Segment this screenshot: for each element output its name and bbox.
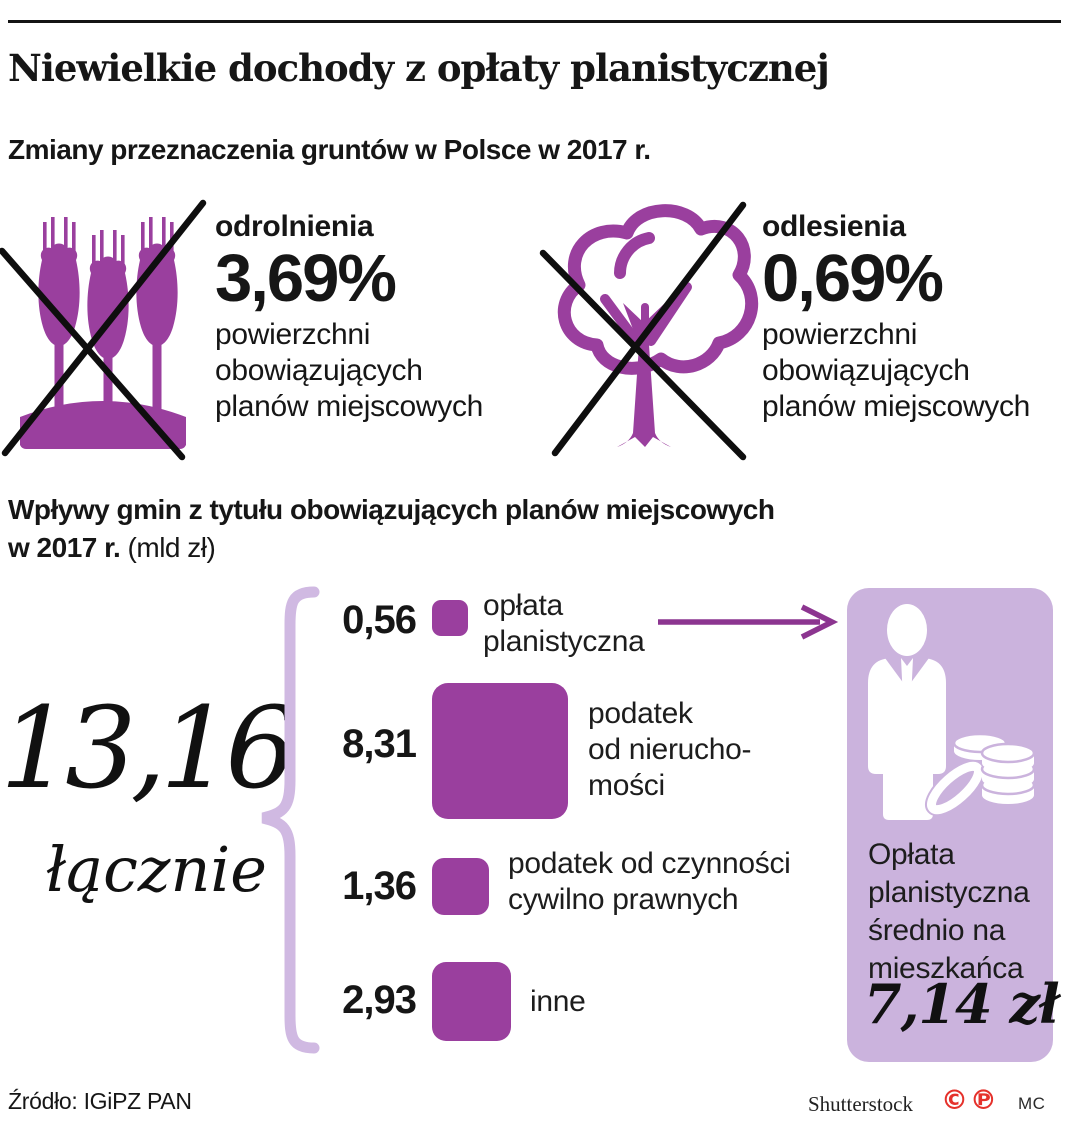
row-value: 1,36 <box>342 864 417 908</box>
credit-shutterstock: Shutterstock <box>808 1092 913 1116</box>
stat-odlesienia: odlesienia 0,69% powierzchni obowiązując… <box>762 210 1069 425</box>
top-rule <box>8 20 1061 23</box>
page-title: Niewielkie dochody z opłaty planistyczne… <box>8 46 830 90</box>
stat-description: powierzchni obowiązujących planów miejsc… <box>215 318 484 423</box>
phonogram-icon: ℗ <box>970 1085 997 1116</box>
cross-icon <box>539 201 747 461</box>
author-initials: MC <box>1018 1094 1046 1113</box>
brace-icon <box>261 586 320 1054</box>
row-label: opłata planistyczna <box>483 589 645 658</box>
person-icon <box>868 604 946 820</box>
person-coins-icon <box>868 604 1036 820</box>
stat-label: odlesienia <box>762 210 906 243</box>
section-revenue-heading: Wpływy gmin z tytułu obowiązujących plan… <box>8 494 775 525</box>
row-value: 8,31 <box>342 722 417 766</box>
row-label: inne <box>530 985 586 1018</box>
square-inne <box>432 962 511 1041</box>
row-value: 2,93 <box>342 978 417 1022</box>
stat-value: 3,69% <box>215 241 397 316</box>
tree-crossed-icon <box>539 201 759 461</box>
total-value: 13,16 <box>0 684 297 814</box>
square-podatek-od-nieruchomosci <box>432 683 568 819</box>
stat-value: 0,69% <box>762 241 944 316</box>
cross-icon <box>0 199 207 461</box>
row-value: 0,56 <box>342 598 417 642</box>
stat-description: powierzchni obowiązujących planów miejsc… <box>762 318 1031 423</box>
heading-unit: (mld zł) <box>120 532 216 563</box>
wheat-crossed-icon <box>0 199 207 461</box>
coins-icon <box>925 732 1036 817</box>
heading-year: w 2017 r. <box>8 532 121 563</box>
row-label: podatek od czynności cywilno prawnych <box>508 847 791 916</box>
square-podatek-od-czynnosci <box>432 858 489 915</box>
square-oplata-planistyczna <box>432 600 468 636</box>
callout-value: 7,14 zł <box>864 972 1060 1036</box>
arrow-right-icon <box>658 604 839 640</box>
copyright-icon: © <box>941 1085 968 1116</box>
source-note: Źródło: IGiPZ PAN <box>8 1088 192 1114</box>
stat-odrolnienia: odrolnienia 3,69% powierzchni obowiązują… <box>215 210 545 425</box>
callout-text: Opłata planistyczna średnio na mieszkańc… <box>868 838 1030 985</box>
section-revenue-heading-line2: w 2017 r. (mld zł) <box>8 532 216 564</box>
tree-icon <box>557 204 759 447</box>
stat-label: odrolnienia <box>215 210 374 243</box>
total-label: łącznie <box>46 833 267 906</box>
section-land-heading: Zmiany przeznaczenia gruntów w Polsce w … <box>8 134 651 165</box>
row-label: podatek od nierucho- mości <box>588 697 752 802</box>
